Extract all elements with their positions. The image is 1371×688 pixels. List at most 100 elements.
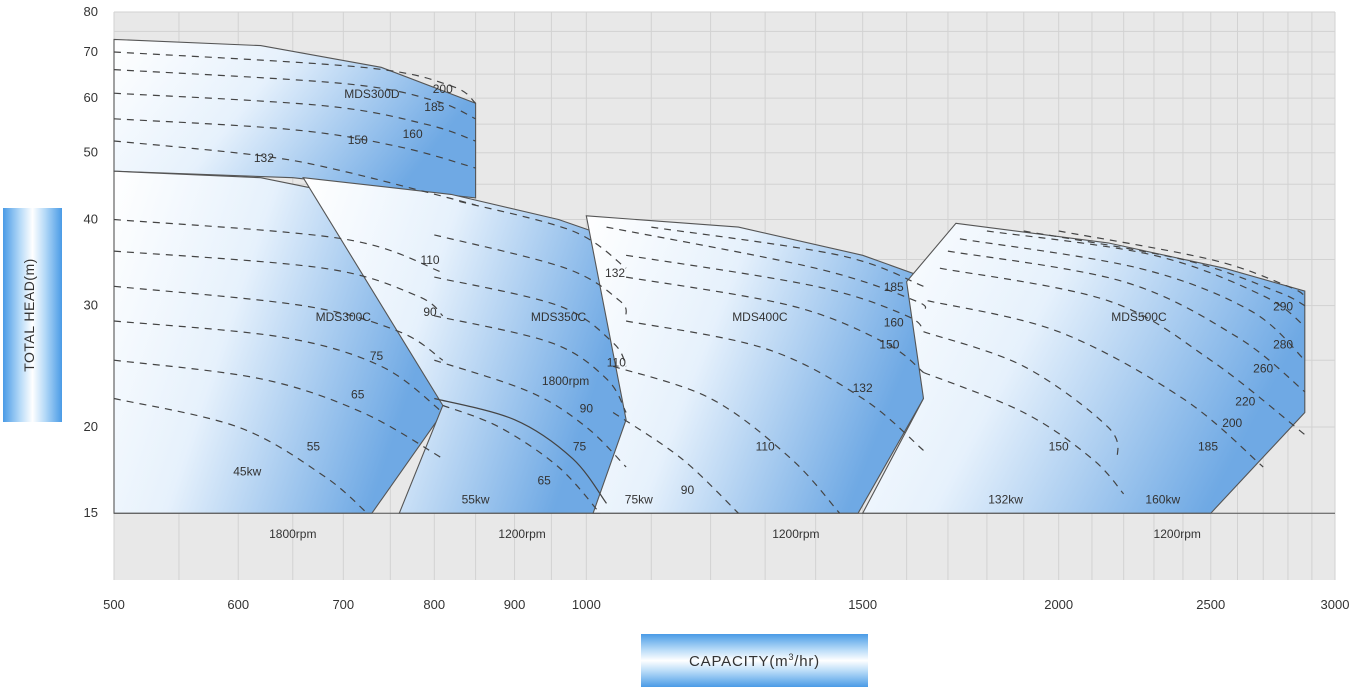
kw-curve	[113, 320, 444, 413]
kw-label: 200	[433, 82, 453, 96]
kw-curves	[113, 51, 1306, 514]
x-tick-label: 1000	[572, 597, 601, 612]
kw-curve	[606, 226, 927, 312]
kw-curve	[612, 412, 739, 514]
kw-label: 160	[403, 127, 423, 141]
kw-label: 110	[756, 439, 775, 453]
y-tick-label: 15	[84, 505, 98, 520]
kw-label: 185	[884, 280, 904, 294]
kw-curve	[625, 320, 924, 451]
kw-label: 65	[351, 388, 365, 402]
x-tick-label: 2000	[1044, 597, 1073, 612]
kw-label: 132	[254, 151, 274, 165]
x-axis-label: CAPACITY(m3/hr)	[641, 652, 868, 670]
kw-curve	[442, 404, 601, 514]
y-tick-label: 70	[84, 44, 98, 59]
kw-label: 75kw	[625, 492, 653, 506]
kw-curve	[927, 300, 1264, 468]
x-tick-label: 3000	[1321, 597, 1350, 612]
kw-label: 132	[853, 381, 873, 395]
kw-label: 160	[884, 315, 904, 329]
x-tick-label: 1500	[848, 597, 877, 612]
x-tick-label: 900	[504, 597, 526, 612]
x-axis-label-suffix: /hr)	[794, 653, 820, 670]
kw-curve	[651, 226, 924, 287]
pump-area-mds400c	[585, 215, 925, 514]
x-tick-label: 600	[227, 597, 249, 612]
kw-curve	[626, 254, 924, 333]
y-axis-label: TOTAL HEAD(m)	[21, 258, 37, 372]
kw-label: 45kw	[233, 465, 261, 479]
kw-curve	[625, 276, 924, 373]
rpm-label: 1200rpm	[772, 527, 819, 541]
kw-label: 110	[607, 355, 626, 369]
kw-curve	[947, 250, 1306, 393]
kw-curve	[923, 331, 1119, 459]
kw-curve	[986, 230, 1306, 327]
kw-label: 75	[573, 439, 587, 453]
model-label: MDS300D	[344, 87, 400, 101]
y-axis-label-box	[3, 208, 62, 422]
kw-curve	[113, 218, 443, 274]
x-axis-label-box: CAPACITY(m3/hr)	[641, 634, 868, 687]
kw-label: 185	[1198, 439, 1218, 453]
y-tick-label: 60	[84, 90, 98, 105]
kw-curve	[113, 51, 476, 104]
y-tick-labels: 15 20 30 40 50 60 70 80	[84, 4, 98, 520]
kw-label: 110	[420, 253, 439, 267]
kw-label: 75	[370, 349, 384, 363]
model-label: MDS500C	[1111, 310, 1167, 324]
y-tick-label: 30	[84, 298, 98, 313]
x-tick-labels: 500 600 700 800 900 1000 1500 2000 2500 3000	[103, 597, 1349, 612]
model-label: MDS400C	[732, 310, 788, 324]
x-tick-label: 500	[103, 597, 125, 612]
kw-curve	[113, 397, 368, 514]
kw-label: 150	[1049, 439, 1069, 453]
kw-curve	[434, 276, 627, 367]
kw-curve	[434, 234, 627, 317]
kw-curve	[612, 365, 841, 514]
x-axis-label-superscript: 3	[788, 652, 795, 662]
kw-label: 65	[538, 474, 552, 488]
kw-curve	[1058, 230, 1306, 297]
y-tick-label: 40	[84, 212, 98, 227]
x-tick-label: 2500	[1196, 597, 1225, 612]
y-tick-label: 50	[84, 145, 98, 160]
model-label: MDS300C	[316, 310, 372, 324]
kw-curve	[113, 92, 476, 142]
kw-label: 55	[307, 439, 321, 453]
kw-label: 160kw	[1145, 492, 1180, 506]
kw-curve	[434, 315, 627, 413]
kw-label: 90	[681, 483, 695, 497]
rpm-label: 1200rpm	[1154, 527, 1201, 541]
kw-label: 55kw	[462, 492, 490, 506]
kw-label: 200	[1222, 416, 1242, 430]
kw-curve	[923, 371, 1125, 495]
speed-label: 1800rpm	[542, 374, 589, 388]
kw-label: 290	[1273, 300, 1293, 314]
rpm-label: 1800rpm	[269, 527, 316, 541]
kw-curve	[113, 118, 476, 169]
x-axis-label-prefix: CAPACITY(m	[689, 653, 789, 670]
kw-label: 280	[1273, 338, 1293, 352]
kw-curve	[1023, 230, 1306, 307]
kw-curve	[113, 140, 476, 206]
kw-curve	[113, 69, 476, 120]
kw-curve	[113, 285, 444, 361]
kw-label: 132	[605, 266, 625, 280]
model-label: MDS350C	[531, 310, 587, 324]
rpm-label: 1200rpm	[498, 527, 545, 541]
kw-label: 90	[423, 305, 437, 319]
kw-curve	[113, 359, 444, 460]
kw-curve	[939, 267, 1306, 436]
x-tick-label: 800	[423, 597, 445, 612]
kw-label: 150	[348, 133, 368, 147]
kw-label: 132kw	[988, 492, 1023, 506]
speed-curve-1800rpm	[434, 397, 607, 504]
kw-label: 185	[424, 100, 444, 114]
x-tick-label: 700	[332, 597, 354, 612]
kw-curve	[113, 250, 444, 317]
kw-label: 90	[580, 401, 594, 415]
